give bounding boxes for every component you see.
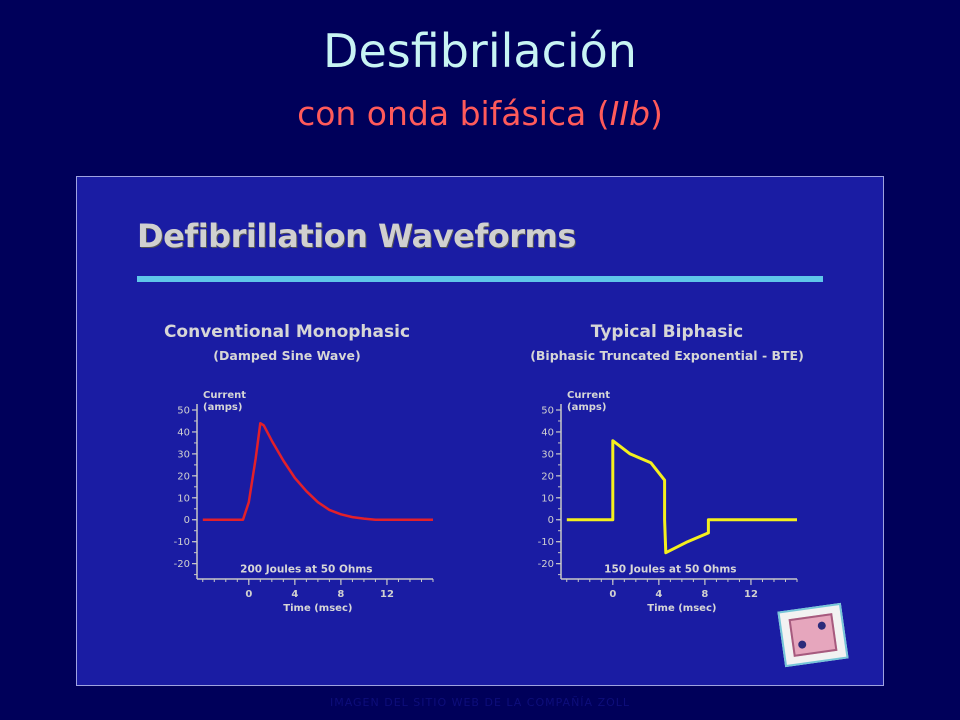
bi-y-tick-label: 50: [541, 406, 554, 417]
bi-panel-title: Typical Biphasic: [590, 322, 744, 342]
bi-y-tick-label: 10: [541, 493, 554, 504]
mono-panel-subtitle: (Damped Sine Wave): [213, 348, 361, 363]
slide-subtitle: con onda bifásica (IIb): [0, 97, 960, 130]
mono-waveform-line: [202, 421, 433, 521]
mono-x-tick-label: 12: [380, 589, 394, 600]
waveform-inset: Defibrillation Waveforms Conventional Mo…: [76, 176, 884, 686]
bi-waveform-line: [566, 439, 797, 555]
bi-y-axis-label: (amps): [567, 402, 606, 413]
bi-y-axis-label: Current: [567, 390, 610, 401]
mono-x-tick-label: 4: [291, 589, 298, 600]
inset-title: Defibrillation Waveforms: [137, 217, 576, 255]
mono-y-axis-label: (amps): [203, 402, 242, 413]
mono-x-tick-label: 8: [337, 589, 344, 600]
subtitle-main: con onda bifásica (: [297, 94, 610, 133]
subtitle-end: ): [650, 94, 663, 133]
mono-y-tick-label: 10: [177, 493, 190, 504]
mono-y-tick-label: -20: [174, 559, 190, 570]
bi-x-tick-label: 8: [701, 589, 708, 600]
mono-energy-annotation: 200 Joules at 50 Ohms: [240, 563, 372, 575]
mono-y-tick-label: -10: [174, 537, 190, 548]
mono-y-tick-label: 40: [177, 427, 190, 438]
bi-x-axis-label: Time (msec): [647, 603, 716, 614]
bi-y-tick-label: 40: [541, 427, 554, 438]
bi-x-tick-label: 0: [609, 589, 616, 600]
bi-panel-subtitle: (Biphasic Truncated Exponential - BTE): [530, 348, 804, 363]
bi-y-tick-label: -10: [538, 537, 554, 548]
bi-y-tick-label: -20: [538, 559, 554, 570]
bi-y-tick-label: 30: [541, 449, 554, 460]
mono-y-tick-label: 50: [177, 406, 190, 417]
zoll-logo-badge: [777, 602, 849, 668]
mono-x-tick-label: 0: [245, 589, 252, 600]
bi-x-tick-label: 12: [744, 589, 758, 600]
subtitle-italic: IIb: [609, 94, 651, 133]
mono-y-tick-label: 0: [184, 515, 190, 526]
mono-y-tick-label: 20: [177, 471, 190, 482]
footer-credit: IMAGEN DEL SITIO WEB DE LA COMPAÑÍA ZOLL: [329, 696, 631, 709]
bi-y-tick-label: 20: [541, 471, 554, 482]
slide-title: Desfibrilación: [323, 24, 637, 78]
mono-x-axis-label: Time (msec): [283, 603, 352, 614]
mono-panel-title: Conventional Monophasic: [163, 322, 411, 342]
bi-y-tick-label: 0: [548, 515, 554, 526]
bi-energy-annotation: 150 Joules at 50 Ohms: [604, 563, 736, 575]
mono-y-tick-label: 30: [177, 449, 190, 460]
title-rule: [137, 276, 823, 282]
mono-y-axis-label: Current: [203, 390, 246, 401]
bi-x-tick-label: 4: [655, 589, 662, 600]
